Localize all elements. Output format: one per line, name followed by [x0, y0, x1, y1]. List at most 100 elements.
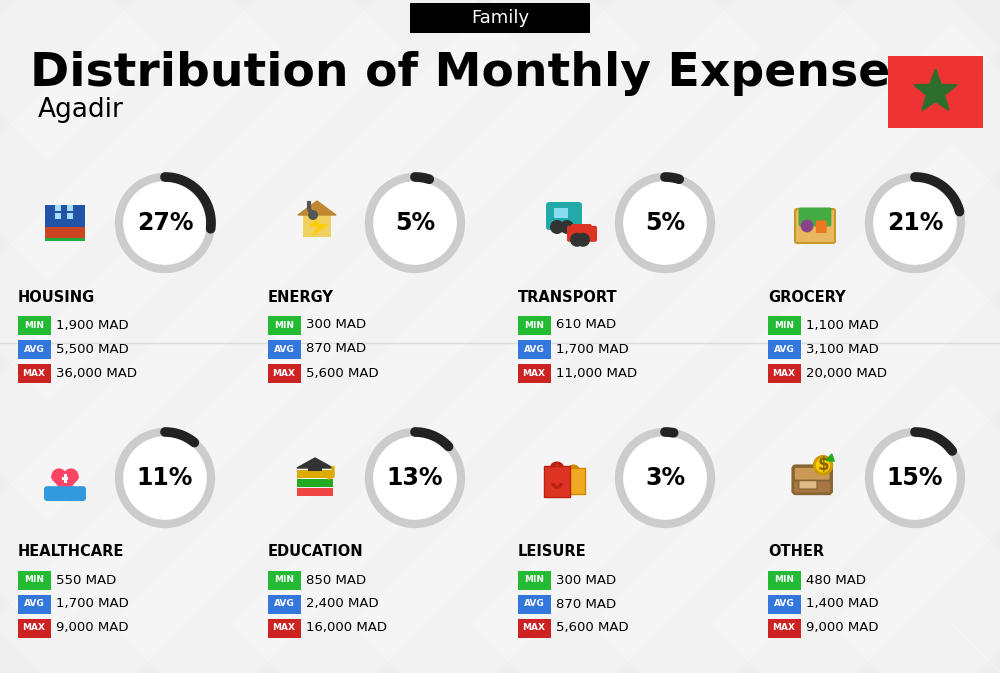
- FancyBboxPatch shape: [768, 316, 800, 334]
- Text: 36,000 MAD: 36,000 MAD: [56, 367, 137, 380]
- Text: ENERGY: ENERGY: [268, 289, 334, 304]
- Polygon shape: [51, 477, 79, 494]
- FancyBboxPatch shape: [544, 466, 570, 497]
- Text: 16,000 MAD: 16,000 MAD: [306, 621, 387, 635]
- Text: Distribution of Monthly Expenses: Distribution of Monthly Expenses: [30, 50, 918, 96]
- Text: 1,700 MAD: 1,700 MAD: [556, 343, 629, 355]
- Polygon shape: [915, 70, 956, 110]
- FancyBboxPatch shape: [268, 594, 300, 614]
- FancyBboxPatch shape: [55, 213, 61, 219]
- FancyBboxPatch shape: [268, 316, 300, 334]
- Text: $: $: [817, 456, 829, 474]
- Text: 870 MAD: 870 MAD: [556, 598, 616, 610]
- Text: 11%: 11%: [137, 466, 193, 490]
- Circle shape: [576, 233, 590, 247]
- FancyBboxPatch shape: [45, 238, 85, 241]
- Text: AVG: AVG: [774, 345, 794, 353]
- FancyBboxPatch shape: [567, 226, 597, 242]
- FancyBboxPatch shape: [18, 339, 50, 359]
- FancyBboxPatch shape: [62, 476, 68, 480]
- Text: Family: Family: [471, 9, 529, 27]
- Text: 5,600 MAD: 5,600 MAD: [306, 367, 379, 380]
- Circle shape: [63, 468, 79, 484]
- Text: 2,400 MAD: 2,400 MAD: [306, 598, 379, 610]
- Text: 480 MAD: 480 MAD: [806, 573, 866, 586]
- FancyBboxPatch shape: [768, 618, 800, 637]
- FancyBboxPatch shape: [795, 209, 835, 243]
- Text: 1,900 MAD: 1,900 MAD: [56, 318, 129, 332]
- Text: AVG: AVG: [274, 600, 294, 608]
- Text: MAX: MAX: [522, 623, 546, 633]
- Circle shape: [119, 432, 211, 524]
- Text: 5,600 MAD: 5,600 MAD: [556, 621, 629, 635]
- Text: HEALTHCARE: HEALTHCARE: [18, 544, 124, 559]
- FancyBboxPatch shape: [816, 221, 827, 233]
- FancyBboxPatch shape: [561, 208, 568, 218]
- FancyBboxPatch shape: [44, 486, 86, 501]
- Text: 1,100 MAD: 1,100 MAD: [806, 318, 879, 332]
- Text: MIN: MIN: [24, 320, 44, 330]
- Circle shape: [619, 177, 711, 269]
- FancyBboxPatch shape: [518, 618, 550, 637]
- Circle shape: [570, 233, 584, 247]
- FancyBboxPatch shape: [518, 339, 550, 359]
- Text: 870 MAD: 870 MAD: [306, 343, 366, 355]
- Circle shape: [550, 220, 564, 234]
- Text: AVG: AVG: [524, 345, 544, 353]
- Text: 21%: 21%: [887, 211, 943, 235]
- FancyBboxPatch shape: [308, 464, 322, 471]
- FancyBboxPatch shape: [45, 205, 85, 241]
- Text: Agadir: Agadir: [38, 97, 124, 123]
- Circle shape: [619, 432, 711, 524]
- FancyBboxPatch shape: [554, 208, 561, 218]
- Text: MIN: MIN: [774, 320, 794, 330]
- Text: 13%: 13%: [387, 466, 443, 490]
- Circle shape: [308, 210, 318, 220]
- Text: MAX: MAX: [272, 369, 296, 378]
- Text: AVG: AVG: [524, 600, 544, 608]
- Text: MIN: MIN: [24, 575, 44, 584]
- FancyBboxPatch shape: [297, 479, 333, 487]
- FancyBboxPatch shape: [518, 316, 550, 334]
- FancyBboxPatch shape: [297, 488, 333, 496]
- Text: MIN: MIN: [524, 320, 544, 330]
- Polygon shape: [298, 201, 336, 215]
- Text: 5%: 5%: [645, 211, 685, 235]
- Polygon shape: [826, 454, 834, 461]
- FancyBboxPatch shape: [268, 618, 300, 637]
- FancyBboxPatch shape: [18, 594, 50, 614]
- Polygon shape: [297, 458, 333, 468]
- Text: 1,400 MAD: 1,400 MAD: [806, 598, 879, 610]
- Text: 9,000 MAD: 9,000 MAD: [806, 621, 879, 635]
- FancyBboxPatch shape: [45, 227, 85, 241]
- Text: 27%: 27%: [137, 211, 193, 235]
- Circle shape: [869, 432, 961, 524]
- FancyBboxPatch shape: [268, 571, 300, 590]
- Circle shape: [51, 468, 67, 484]
- Text: 300 MAD: 300 MAD: [306, 318, 366, 332]
- Text: AVG: AVG: [24, 600, 44, 608]
- Circle shape: [869, 177, 961, 269]
- Text: 9,000 MAD: 9,000 MAD: [56, 621, 128, 635]
- FancyBboxPatch shape: [67, 205, 73, 211]
- Text: AVG: AVG: [274, 345, 294, 353]
- FancyBboxPatch shape: [64, 474, 66, 483]
- Text: MAX: MAX: [22, 623, 46, 633]
- FancyBboxPatch shape: [768, 363, 800, 382]
- FancyBboxPatch shape: [799, 481, 817, 489]
- Text: 850 MAD: 850 MAD: [306, 573, 366, 586]
- FancyBboxPatch shape: [18, 618, 50, 637]
- Text: 11,000 MAD: 11,000 MAD: [556, 367, 637, 380]
- Text: MAX: MAX: [772, 623, 796, 633]
- Text: AVG: AVG: [24, 345, 44, 353]
- FancyBboxPatch shape: [55, 205, 61, 211]
- Text: MIN: MIN: [774, 575, 794, 584]
- FancyBboxPatch shape: [799, 207, 831, 227]
- FancyBboxPatch shape: [768, 571, 800, 590]
- Text: 610 MAD: 610 MAD: [556, 318, 616, 332]
- FancyBboxPatch shape: [18, 316, 50, 334]
- Text: 20,000 MAD: 20,000 MAD: [806, 367, 887, 380]
- Text: 3%: 3%: [645, 466, 685, 490]
- FancyBboxPatch shape: [67, 213, 73, 219]
- Text: MIN: MIN: [524, 575, 544, 584]
